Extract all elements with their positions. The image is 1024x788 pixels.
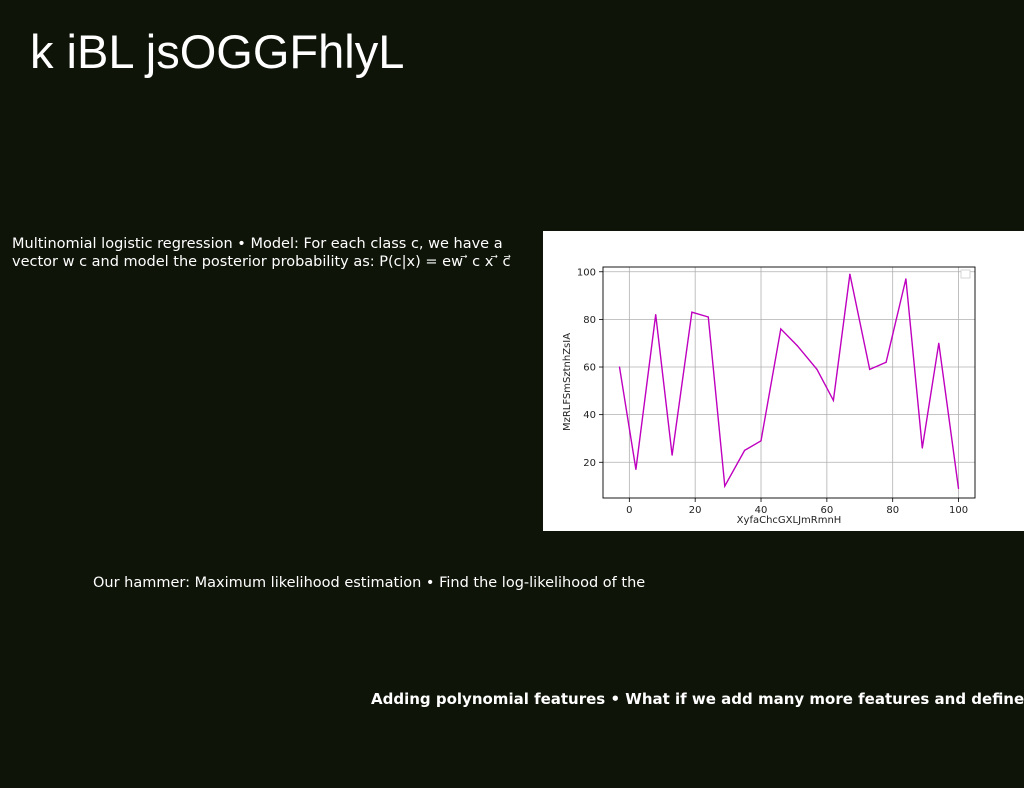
data-point [618, 366, 621, 368]
x-tick-label: 40 [755, 505, 768, 516]
data-point [796, 344, 798, 347]
data-point [635, 468, 637, 471]
data-point [905, 278, 907, 280]
x-tick-label: 100 [949, 505, 968, 516]
data-points [618, 273, 960, 490]
data-point [957, 487, 960, 490]
data-point [760, 440, 762, 442]
data-point [707, 316, 709, 318]
y-tick-label: 40 [583, 410, 596, 421]
data-point [849, 273, 851, 275]
x-tick-label: 60 [820, 505, 833, 516]
y-tick-label: 60 [583, 363, 596, 374]
body-text-polynomial: Adding polynomial features • What if we … [371, 690, 1024, 708]
data-point [724, 485, 726, 487]
line-chart: 0 20 40 60 80 100 20 40 60 80 100 XyfaChcGXLJmRmnH… [562, 266, 976, 526]
series-line [618, 273, 960, 489]
data-point [816, 368, 818, 371]
data-point [869, 368, 871, 371]
data-point [921, 447, 923, 449]
data-point [885, 361, 887, 363]
x-axis-label: XyfaChcGXLJmRmnH [737, 515, 842, 526]
y-tick-label: 20 [583, 458, 596, 469]
data-point [655, 314, 657, 316]
slide-title: k iBL jsOGGFhlyL [30, 25, 405, 78]
y-tick-label: 100 [577, 267, 596, 278]
plot-frame [602, 266, 976, 499]
grid-lines [603, 267, 975, 498]
y-axis-label: MzRLFSmSztnhZsIA [562, 333, 573, 431]
data-point [832, 399, 835, 401]
data-point [743, 449, 746, 451]
data-point [780, 328, 782, 330]
axis-ticks: 0 20 40 60 80 100 20 40 60 80 100 [577, 267, 968, 516]
line-chart-panel: 0 20 40 60 80 100 20 40 60 80 100 XyfaChcGXLJmRmnH… [543, 231, 1024, 531]
x-tick-label: 20 [689, 505, 702, 516]
y-tick-label: 80 [583, 315, 596, 326]
body-text-regression: Multinomial logistic regression • Model:… [12, 236, 511, 270]
data-point [691, 311, 693, 313]
data-point [938, 342, 940, 344]
legend-box [960, 269, 971, 279]
x-tick-label: 80 [886, 505, 899, 516]
body-text-hammer: Our hammer: Maximum likelihood estimatio… [93, 575, 646, 591]
x-tick-label: 0 [626, 505, 632, 516]
data-point [671, 454, 673, 456]
